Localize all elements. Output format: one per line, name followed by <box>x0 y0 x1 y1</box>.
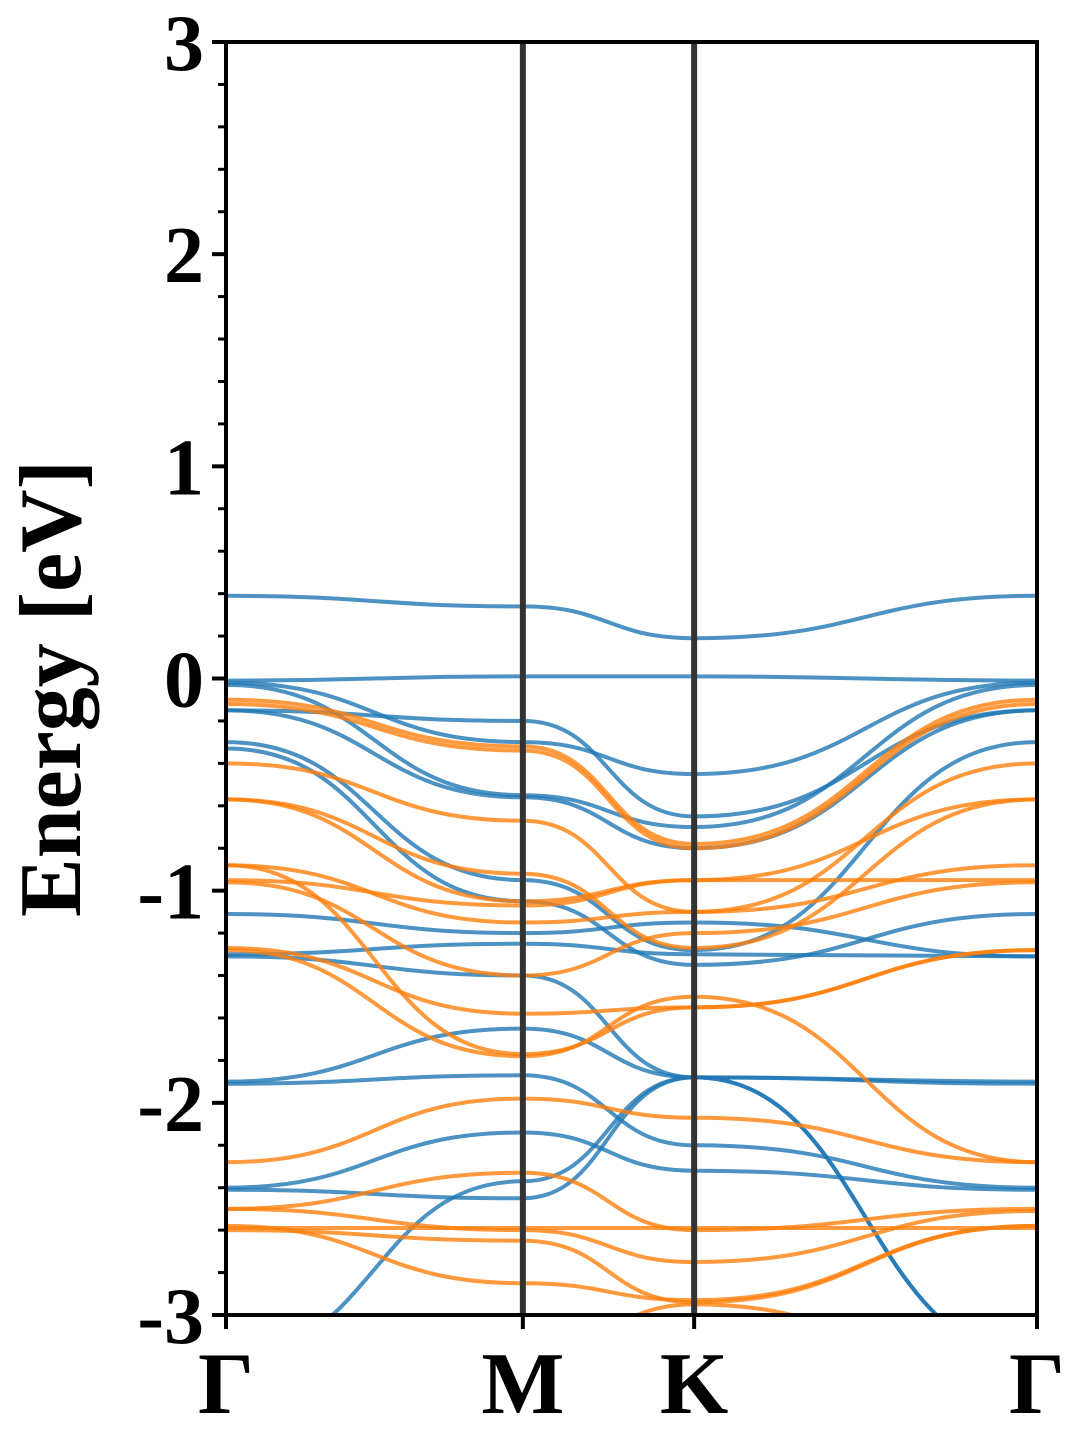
band-line-series-1-5 <box>226 708 1037 851</box>
high-symmetry-dividers <box>519 42 698 1315</box>
band-line-series-1-16 <box>329 1075 940 1315</box>
band-line-series-2-13 <box>226 1170 1037 1233</box>
band-line-series-1-3 <box>226 680 1037 777</box>
band-line-series-2-9 <box>226 946 1037 1016</box>
band-line-series-2-8 <box>226 880 1037 978</box>
band-line-series-2-2 <box>226 702 1037 851</box>
y-tick-label: -2 <box>137 1061 204 1149</box>
band-line-series-2-12 <box>226 1096 1037 1165</box>
y-tick-label: -3 <box>137 1273 204 1361</box>
y-tick-label: 0 <box>164 637 204 725</box>
band-line-series-2-10 <box>226 863 1037 1057</box>
x-tick-label-2: M <box>481 1336 564 1433</box>
band-line-series-2-3 <box>226 761 1037 914</box>
y-axis-label: Energy [eV] <box>3 460 100 917</box>
band-line-series-1-4 <box>226 682 1037 830</box>
band-line-series-2-4 <box>226 797 1037 951</box>
y-tick-label: 2 <box>164 212 204 300</box>
y-tick-label: 1 <box>164 424 204 512</box>
band-line-series-2-1 <box>226 697 1037 847</box>
x-tick-label-1: Γ <box>198 1336 254 1433</box>
y-axis-ticks: -3 -2 -1 0 1 2 3 <box>137 0 226 1361</box>
band-line-series-2-17 <box>226 1223 1037 1305</box>
y-tick-label: 3 <box>164 0 204 88</box>
band-line-series-1-1 <box>226 593 1037 641</box>
band-line-series-1-14 <box>226 1130 1037 1192</box>
band-line-series-1-2 <box>226 674 1037 683</box>
band-line-series-1-12 <box>226 1026 1037 1086</box>
band-line-series-1-6 <box>226 708 1037 819</box>
bands-layer <box>226 593 1037 1315</box>
band-line-series-2-7 <box>226 878 1037 908</box>
y-tick-label: -1 <box>137 849 204 937</box>
band-line-series-1-9 <box>226 912 1037 959</box>
x-tick-label-4: Γ <box>1009 1336 1065 1433</box>
band-line-series-2-14 <box>226 1206 1037 1265</box>
x-tick-label-3: K <box>660 1336 728 1433</box>
band-line-series-2-11 <box>226 948 1037 1165</box>
